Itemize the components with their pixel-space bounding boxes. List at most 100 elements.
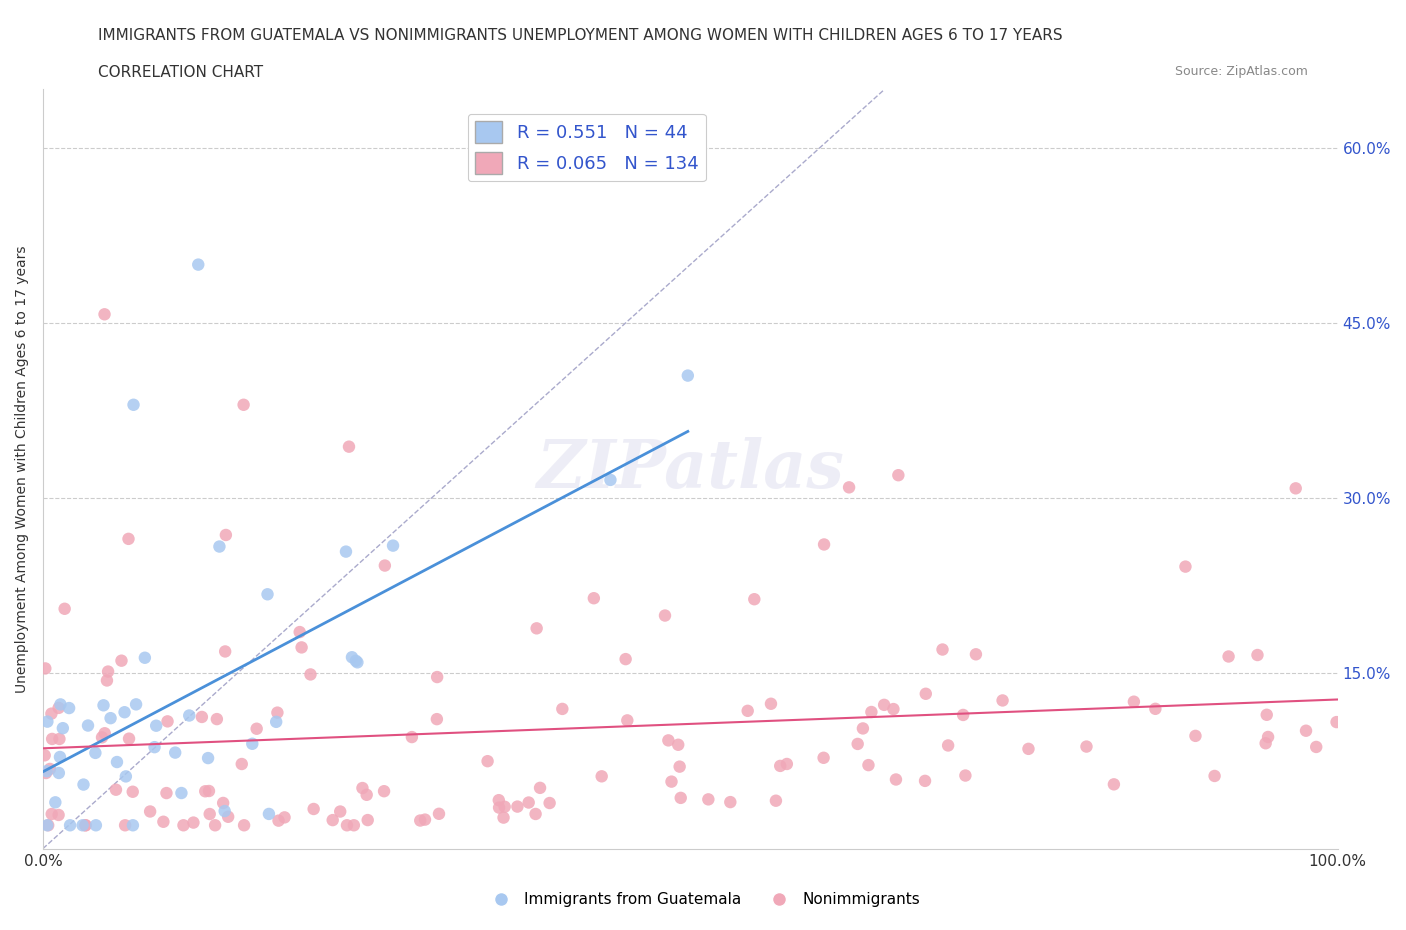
Point: [340, 650, 363, 665]
Point: [488, 792, 510, 807]
Point: [477, 753, 499, 768]
Point: [1256, 708, 1278, 723]
Point: [852, 721, 875, 736]
Point: [343, 817, 366, 832]
Point: [291, 640, 314, 655]
Point: [48, 807, 70, 822]
Point: [336, 817, 359, 832]
Point: [914, 686, 936, 701]
Point: [155, 786, 177, 801]
Point: [104, 782, 127, 797]
Point: [266, 705, 288, 720]
Point: [529, 780, 551, 795]
Point: [152, 815, 174, 830]
Point: [72, 777, 94, 792]
Point: [59, 817, 82, 832]
Point: [1017, 741, 1039, 756]
Point: [37, 817, 59, 832]
Point: [356, 788, 378, 803]
Point: [742, 591, 765, 606]
Point: [35, 765, 58, 780]
Point: [156, 714, 179, 729]
Point: [718, 794, 741, 809]
Point: [524, 806, 547, 821]
Point: [93, 307, 115, 322]
Point: [426, 670, 449, 684]
Point: [214, 644, 236, 658]
Point: [697, 792, 720, 807]
Point: [194, 784, 217, 799]
Point: [1122, 695, 1144, 710]
Point: [41, 806, 63, 821]
Point: [413, 812, 436, 827]
Point: [765, 793, 787, 808]
Point: [198, 806, 221, 821]
Point: [34, 661, 56, 676]
Point: [93, 725, 115, 740]
Point: [1184, 728, 1206, 743]
Point: [172, 817, 194, 832]
Point: [41, 706, 63, 721]
Point: [212, 795, 235, 810]
Point: [205, 711, 228, 726]
Point: [125, 697, 148, 711]
Point: [96, 673, 118, 688]
Point: [661, 774, 683, 789]
Point: [776, 756, 799, 771]
Point: [1174, 559, 1197, 574]
Point: [382, 538, 405, 553]
Point: [346, 655, 368, 670]
Point: [737, 703, 759, 718]
Point: [884, 772, 907, 787]
Point: [246, 722, 269, 737]
Point: [118, 731, 141, 746]
Point: [191, 710, 214, 724]
Point: [813, 537, 835, 551]
Point: [1305, 739, 1327, 754]
Point: [49, 697, 72, 711]
Point: [264, 714, 287, 729]
Point: [240, 737, 263, 751]
Point: [657, 733, 679, 748]
Point: [526, 621, 548, 636]
Point: [494, 799, 516, 814]
Point: [344, 654, 367, 669]
Point: [401, 730, 423, 745]
Point: [873, 698, 896, 712]
Point: [1144, 701, 1167, 716]
Point: [231, 757, 253, 772]
Point: [1326, 714, 1348, 729]
Point: [759, 697, 782, 711]
Point: [41, 732, 63, 747]
Point: [955, 768, 977, 783]
Point: [267, 813, 290, 828]
Point: [165, 745, 187, 760]
Point: [492, 810, 515, 825]
Point: [121, 784, 143, 799]
Point: [614, 652, 637, 667]
Legend: R = 0.551   N = 44, R = 0.065   N = 134: R = 0.551 N = 44, R = 0.065 N = 134: [468, 113, 706, 181]
Point: [97, 664, 120, 679]
Point: [887, 468, 910, 483]
Point: [1204, 768, 1226, 783]
Point: [139, 804, 162, 819]
Point: [232, 397, 254, 412]
Point: [914, 774, 936, 789]
Point: [517, 795, 540, 810]
Point: [427, 806, 450, 821]
Point: [426, 711, 449, 726]
Point: [1254, 736, 1277, 751]
Point: [84, 817, 107, 832]
Point: [115, 769, 138, 784]
Legend: Immigrants from Guatemala, Nonimmigrants: Immigrants from Guatemala, Nonimmigrants: [479, 886, 927, 913]
Point: [860, 705, 883, 720]
Point: [538, 795, 561, 810]
Point: [273, 810, 295, 825]
Point: [769, 759, 792, 774]
Point: [288, 625, 311, 640]
Point: [669, 790, 692, 805]
Point: [676, 368, 699, 383]
Point: [374, 558, 396, 573]
Point: [37, 714, 59, 729]
Point: [122, 397, 145, 412]
